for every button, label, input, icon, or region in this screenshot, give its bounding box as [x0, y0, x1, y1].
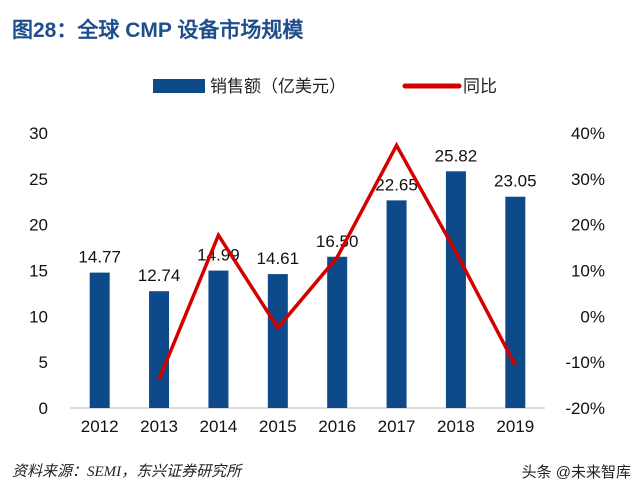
x-tick-2014: 2014: [200, 417, 238, 436]
bar-2018: [445, 171, 466, 408]
bar-2017: [386, 200, 407, 408]
x-tick-2017: 2017: [378, 417, 416, 436]
chart-title: 图28：全球 CMP 设备市场规模: [12, 19, 304, 42]
bar-2012: [89, 272, 110, 408]
left-axis-tick: 5: [39, 353, 48, 372]
x-tick-2019: 2019: [496, 417, 534, 436]
bar-label-2017: 22.65: [375, 175, 418, 194]
legend-bar-label: 销售额（亿美元）: [210, 77, 346, 96]
bar-2013: [149, 291, 170, 408]
left-axis-tick: 15: [29, 262, 48, 281]
bar-label-2019: 23.05: [494, 172, 537, 191]
right-axis-tick: 0%: [580, 307, 605, 326]
right-axis-tick: 20%: [571, 216, 605, 235]
x-tick-2016: 2016: [318, 417, 356, 436]
legend-line-label: 同比: [463, 77, 497, 96]
bar-label-2014: 14.99: [197, 246, 240, 265]
right-axis-tick: -10%: [565, 353, 605, 372]
x-tick-2013: 2013: [140, 417, 178, 436]
bar-label-2012: 14.77: [78, 248, 121, 267]
watermark: 头条 @未来智库: [521, 464, 631, 481]
left-axis-tick: 10: [29, 307, 48, 326]
bar-2015: [267, 274, 288, 408]
x-tick-2015: 2015: [259, 417, 297, 436]
bar-label-2018: 25.82: [435, 146, 478, 165]
left-axis-tick: 25: [29, 170, 48, 189]
right-axis-tick: 40%: [571, 124, 605, 143]
source-note: 资料来源：SEMI，东兴证券研究所: [12, 464, 242, 480]
right-axis-tick: 30%: [571, 170, 605, 189]
bar-2019: [505, 196, 526, 408]
x-tick-2012: 2012: [81, 417, 119, 436]
left-axis-tick: 20: [29, 216, 48, 235]
bar-label-2013: 12.74: [138, 266, 181, 285]
legend-bar-swatch: [153, 79, 205, 93]
x-tick-2018: 2018: [437, 417, 475, 436]
right-axis-tick: -20%: [565, 399, 605, 418]
bar-2014: [208, 270, 229, 408]
bar-2016: [327, 256, 348, 408]
left-axis-tick: 30: [29, 124, 48, 143]
bar-label-2016: 16.50: [316, 232, 359, 251]
bar-label-2015: 14.61: [257, 249, 300, 268]
left-axis-tick: 0: [39, 399, 48, 418]
right-axis-tick: 10%: [571, 262, 605, 281]
